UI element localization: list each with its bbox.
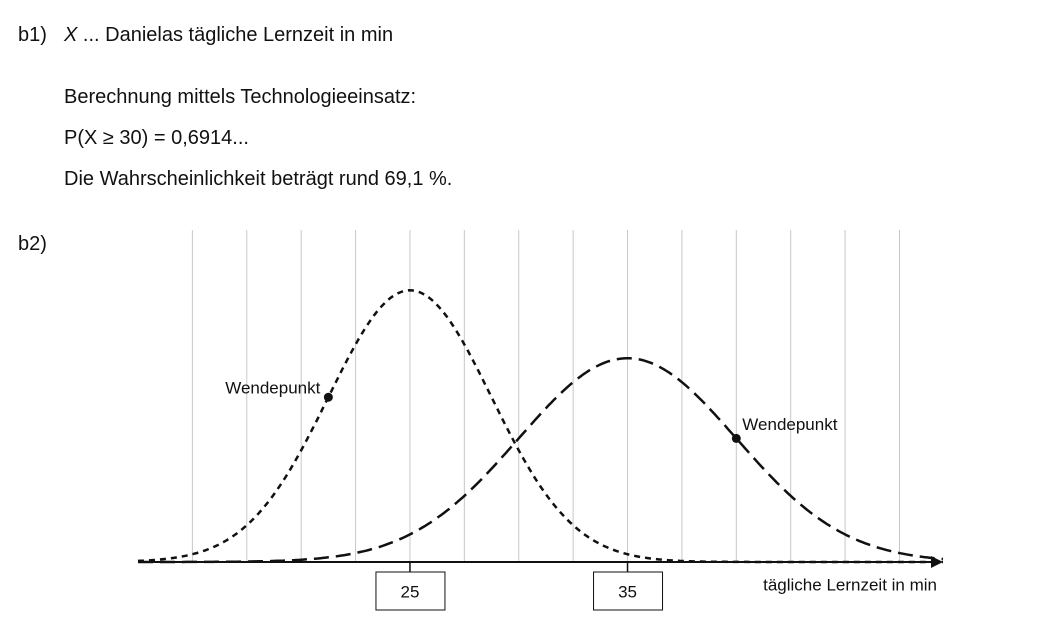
part-label: b2)	[18, 233, 47, 255]
density-curve	[137, 289, 943, 564]
tick-box	[375, 571, 446, 611]
x-axis-label: tägliche Lernzeit in min	[763, 575, 937, 594]
tick-box	[593, 571, 664, 611]
variable: X	[64, 24, 78, 46]
inflection-point	[323, 392, 333, 402]
annotation: Wendepunkt	[225, 379, 320, 398]
definition-text: ... Danielas tägliche Lernzeit in min	[82, 24, 394, 46]
annotation: Wendepunkt	[742, 415, 837, 434]
x-tick-label: 25	[400, 582, 419, 601]
definition: X ... Danielas tägliche Lernzeit in min	[64, 24, 393, 47]
text-line: Die Wahrscheinlichkeit beträgt rund 69,1…	[64, 168, 453, 190]
x-tick-label: 35	[618, 582, 637, 601]
text-line: Berechnung mittels Technologieeinsatz:	[64, 86, 417, 108]
formula: P(X ≥ 30) = 0,6914...	[64, 127, 249, 149]
density-curve	[138, 356, 944, 564]
inflection-point	[731, 433, 741, 443]
part-label: b1)	[18, 24, 47, 46]
